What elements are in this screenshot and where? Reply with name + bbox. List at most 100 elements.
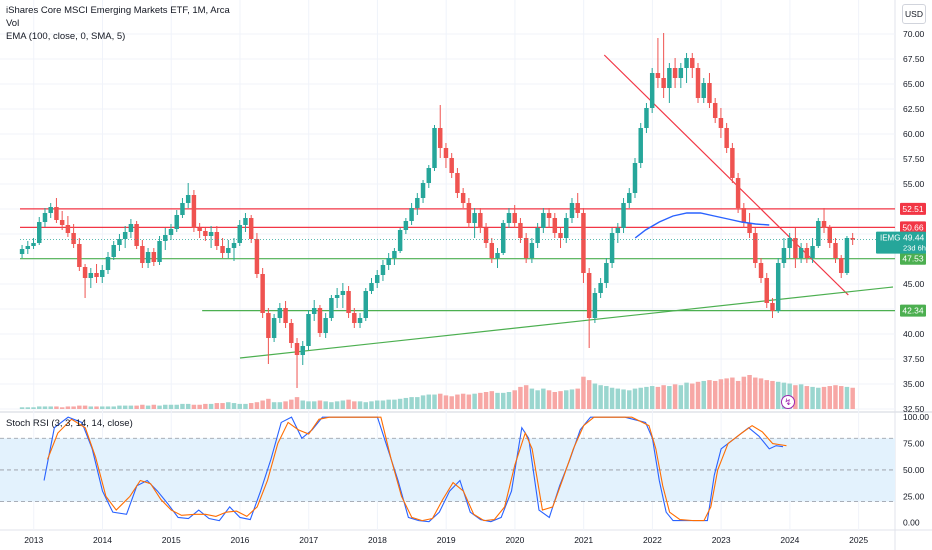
volume-bar	[19, 407, 25, 409]
candle-body	[827, 228, 832, 243]
candle-body	[37, 222, 42, 243]
candle-body	[672, 68, 678, 78]
volume-bar	[712, 380, 718, 409]
price-tick-label: 57.50	[903, 154, 925, 164]
candle-body	[392, 251, 397, 258]
candle-body	[226, 248, 231, 253]
candle-body	[455, 173, 460, 193]
candle-body	[82, 267, 88, 278]
time-tick-label: 2025	[849, 535, 868, 545]
volume-bar	[552, 392, 558, 409]
candle-body	[541, 213, 546, 228]
candle-body	[277, 308, 283, 318]
stoch-rsi-tick-label: 25.00	[903, 491, 925, 501]
candle-body	[690, 58, 695, 68]
candle-body	[678, 68, 684, 78]
volume-bar	[283, 401, 288, 409]
volume-bar	[798, 384, 804, 409]
candle-body	[661, 78, 666, 88]
candle-body	[735, 178, 741, 208]
candle-body	[266, 313, 271, 338]
candle-body	[564, 218, 569, 238]
volume-bar	[649, 386, 655, 409]
volume-bar	[707, 380, 712, 409]
volume-bar	[231, 403, 237, 409]
volume-bar	[730, 377, 735, 409]
candle-body	[88, 273, 94, 278]
candle-body	[437, 128, 443, 148]
volume-bar	[495, 392, 500, 409]
volume-bar	[220, 403, 225, 409]
volume-bar	[311, 401, 317, 409]
candle-body	[294, 343, 300, 355]
candle-body	[523, 238, 529, 258]
time-tick-label: 2013	[24, 535, 43, 545]
volume-bar	[415, 397, 420, 409]
volume-bar	[615, 388, 621, 409]
time-tick-label: 2017	[299, 535, 318, 545]
volume-bar	[569, 389, 575, 409]
volume-bar	[243, 403, 248, 409]
volume-bar	[100, 406, 105, 409]
legend-title: iShares Core MSCI Emerging Markets ETF, …	[6, 5, 230, 16]
candle-body	[191, 195, 197, 228]
candle-body	[185, 195, 191, 203]
candle-body	[19, 249, 25, 254]
volume-bar	[753, 377, 758, 409]
candle-body	[638, 128, 643, 163]
volume-bar	[409, 397, 414, 409]
candle-body	[122, 232, 128, 239]
volume-bar	[661, 385, 666, 409]
candle-body	[632, 163, 638, 193]
volume-bar	[529, 388, 535, 409]
candle-body	[850, 238, 855, 240]
candle-body	[753, 233, 758, 263]
candle-body	[604, 263, 609, 283]
candle-body	[518, 223, 523, 238]
candle-body	[770, 303, 775, 311]
volume-bar	[323, 401, 328, 409]
volume-bar	[197, 404, 202, 409]
candle-body	[283, 308, 288, 323]
candle-body	[260, 274, 265, 313]
candle-body	[644, 108, 649, 128]
volume-bar	[122, 405, 128, 409]
volume-bar	[810, 386, 815, 409]
volume-bar	[512, 390, 517, 409]
candle-body	[592, 293, 598, 318]
level-price-label: 52.51	[902, 204, 924, 214]
time-tick-label: 2019	[437, 535, 456, 545]
candle-body	[117, 239, 122, 245]
volume-bar	[392, 399, 397, 409]
candle-body	[271, 318, 277, 338]
volume-bar	[655, 386, 661, 409]
volume-bar	[695, 381, 701, 409]
volume-bar	[621, 389, 626, 409]
volume-bar	[111, 406, 116, 409]
currency-button[interactable]: USD	[902, 4, 926, 24]
volume-bar	[289, 399, 294, 409]
candle-body	[432, 128, 437, 168]
volume-bar	[741, 376, 747, 409]
candle-body	[94, 273, 99, 277]
candle-body	[403, 221, 409, 230]
candle-body	[59, 220, 65, 225]
candle-body	[65, 225, 71, 233]
candle-body	[695, 68, 701, 98]
volume-bar	[357, 401, 363, 409]
flash-icon[interactable]: ↯	[781, 395, 795, 409]
volume-bar	[558, 391, 563, 409]
candle-body	[558, 233, 563, 238]
level-price-tag	[900, 252, 926, 265]
candle-body	[334, 295, 340, 298]
volume-bar	[369, 401, 374, 409]
legend-volume: Vol	[6, 18, 20, 29]
candle-body	[483, 228, 489, 243]
candle-body	[369, 283, 374, 291]
volume-bar	[82, 405, 88, 409]
volume-bar	[764, 380, 769, 409]
stoch-rsi-line-d	[46, 416, 787, 522]
volume-bar	[403, 397, 409, 409]
volume-bar	[833, 385, 838, 409]
